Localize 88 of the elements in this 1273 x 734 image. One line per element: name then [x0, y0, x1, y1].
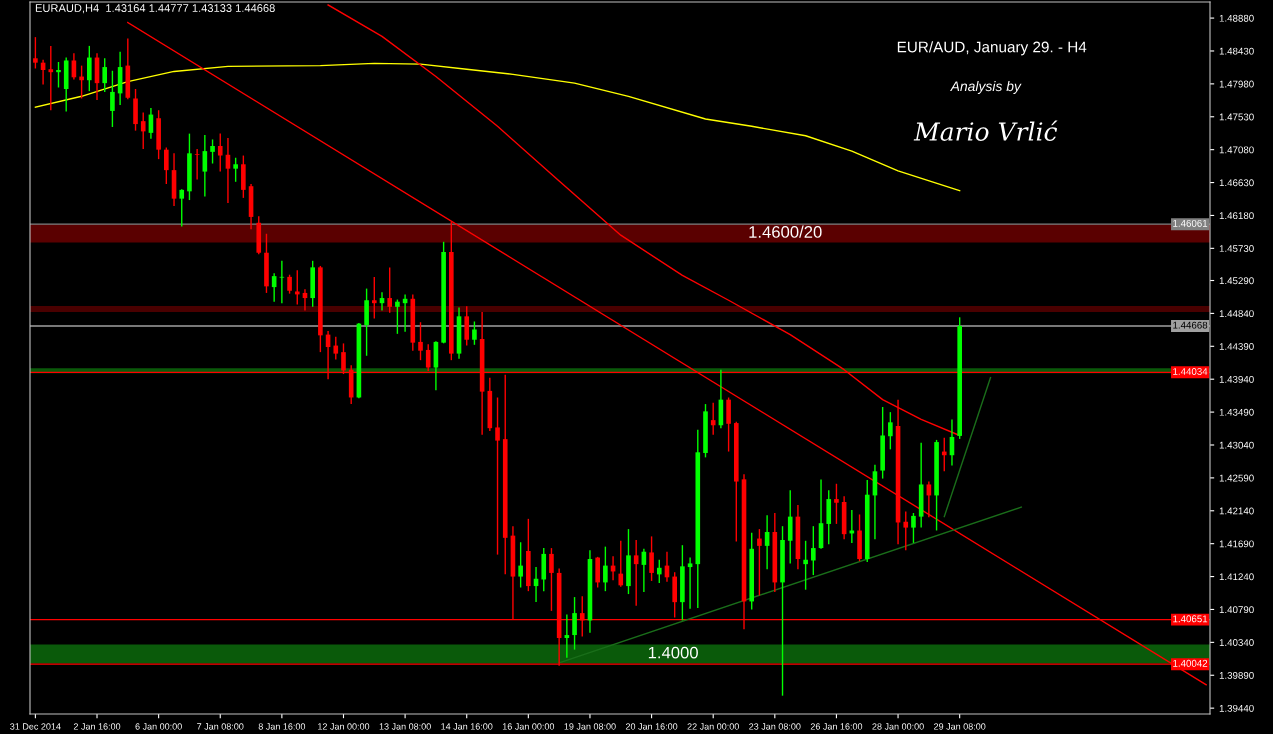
candlestick [834, 483, 839, 524]
x-tick-label: 29 Jan 08:00 [934, 723, 986, 730]
candlestick [518, 542, 523, 588]
candlestick [395, 299, 400, 334]
candlestick [164, 147, 169, 184]
y-tick-label: 1.45290 [1219, 277, 1254, 285]
text: EUR/AUD, January 29. - H4 [897, 41, 1087, 56]
y-tick-label: 1.40340 [1219, 639, 1254, 646]
x-tick-label: 16 Jan 00:00 [502, 723, 555, 730]
x-tick-label: 26 Jan 16:00 [810, 723, 863, 730]
y-tick-label: 1.41240 [1219, 573, 1254, 581]
y-tick-label: 1.44390 [1219, 343, 1254, 350]
y-tick-label: 1.42140 [1219, 507, 1254, 515]
y-tick-label: 1.44840 [1219, 310, 1254, 318]
candlestick [572, 597, 577, 650]
x-tick-label: 22 Jan 00:00 [687, 723, 739, 730]
candlestick [233, 157, 238, 182]
candlestick [387, 267, 393, 313]
candlestick [757, 529, 762, 596]
x-tick-label: 8 Jan 16:00 [258, 723, 306, 730]
candlestick [194, 148, 200, 180]
y-tick-label: 1.42590 [1219, 474, 1254, 482]
y-tick-label: 1.46180 [1219, 212, 1254, 220]
candlestick [87, 45, 92, 92]
ref-line-label: 1.46061 [1173, 219, 1208, 227]
x-tick-label: 13 Jan 08:00 [379, 723, 431, 730]
candlestick [140, 112, 146, 149]
candlestick [333, 336, 339, 360]
candlestick [888, 412, 893, 450]
ref-line-label: 1.40042 [1173, 659, 1208, 667]
x-tick-label: 28 Jan 00:00 [872, 723, 924, 730]
x-tick-label: 23 Jan 08:00 [749, 723, 801, 730]
candlestick [294, 270, 300, 305]
x-tick-label: 19 Jan 08:00 [564, 723, 616, 730]
candlestick [102, 58, 108, 92]
y-tick-label: 1.47080 [1219, 146, 1254, 154]
candlestick [179, 189, 185, 227]
ref-line-label: 1.40651 [1173, 615, 1208, 623]
x-tick-label: 2 Jan 16:00 [73, 723, 121, 730]
y-tick-label: 1.48880 [1219, 14, 1254, 22]
y-tick-label: 1.45730 [1219, 245, 1254, 252]
x-tick-label: 6 Jan 00:00 [135, 723, 182, 730]
y-tick-label: 1.48430 [1219, 47, 1254, 55]
candlestick [48, 45, 54, 111]
y-tick-label: 1.41690 [1219, 540, 1254, 548]
candlestick [811, 526, 816, 576]
y-tick-label: 1.43040 [1219, 441, 1254, 449]
candlestick [549, 548, 554, 611]
candlestick [418, 322, 423, 361]
candlestick [110, 70, 115, 127]
candlestick [687, 557, 693, 609]
ref-line-label: 1.44668 [1173, 321, 1208, 329]
y-tick-label: 1.40790 [1219, 606, 1254, 614]
band-label: 1.4600/20 [749, 225, 822, 238]
candlestick [217, 133, 223, 172]
x-tick-label: 12 Jan 00:00 [318, 723, 370, 730]
band-label: 1.4000 [648, 646, 698, 659]
y-tick-label: 1.39440 [1219, 704, 1254, 712]
y-tick-label: 1.47530 [1219, 113, 1254, 121]
y-tick-label: 1.43940 [1219, 375, 1254, 383]
candlestick [495, 397, 500, 555]
x-tick-label: 31 Dec 2014 [10, 723, 61, 730]
candlestick [371, 276, 377, 319]
x-tick-label: 20 Jan 16:00 [625, 723, 678, 730]
candlestick [710, 402, 716, 435]
y-tick-label: 1.39890 [1219, 671, 1254, 679]
candlestick [649, 536, 654, 581]
candlestick [903, 511, 909, 551]
candlestick [33, 37, 38, 69]
candlestick [279, 260, 285, 304]
annotation: EURAUD,H4 1.43164 1.44777 1.43133 1.44668 [35, 4, 275, 14]
y-tick-label: 1.43490 [1219, 408, 1254, 416]
candlestick [210, 139, 215, 164]
ref-line-label: 1.44034 [1173, 368, 1208, 375]
y-tick-label: 1.46630 [1219, 179, 1254, 187]
candlestick [603, 546, 608, 592]
candlestick [464, 306, 470, 346]
candlestick [618, 540, 624, 587]
x-tick-label: 14 Jan 16:00 [441, 723, 493, 730]
candlestick [56, 61, 61, 88]
candlestick [803, 540, 808, 590]
x-tick-label: 7 Jan 08:00 [197, 723, 244, 730]
annotation: Mario Vrlić [913, 120, 1058, 141]
candlestick [656, 559, 662, 584]
candlestick [911, 513, 916, 543]
candlestick [472, 321, 477, 345]
text: Analysis by [949, 80, 1022, 94]
y-tick-label: 1.47980 [1219, 80, 1254, 88]
